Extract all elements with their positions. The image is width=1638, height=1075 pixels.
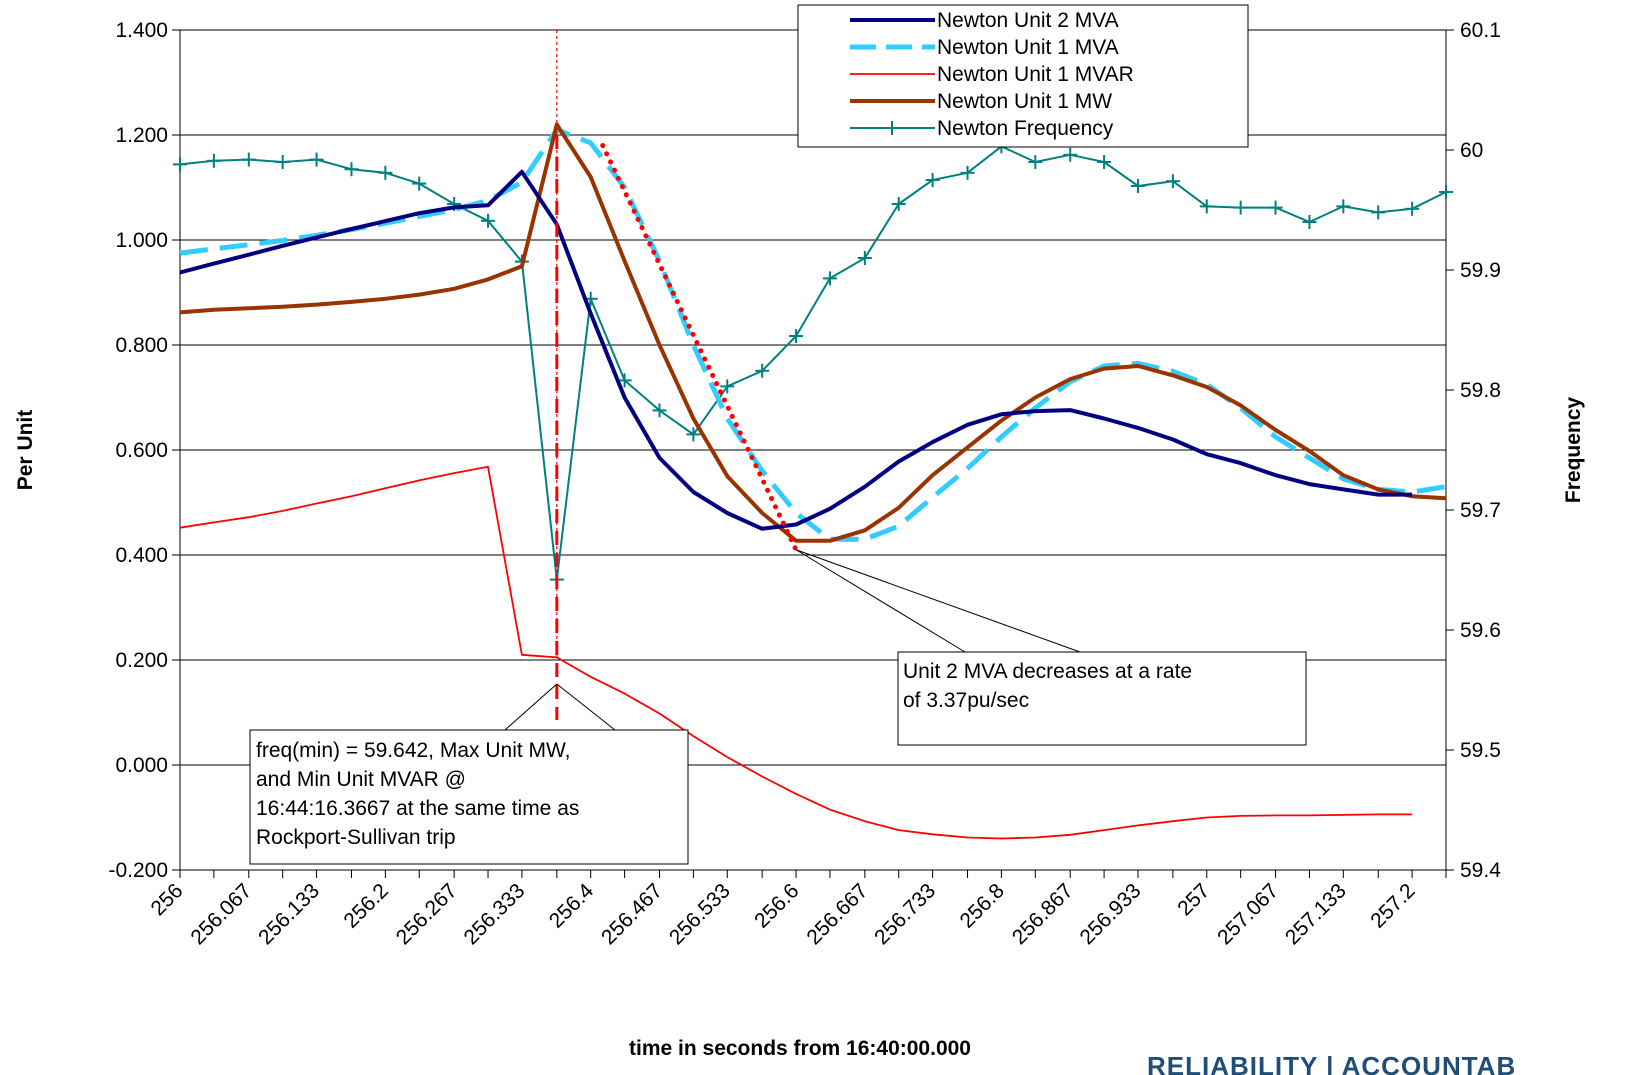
annotation-event-line: and Min Unit MVAR @ xyxy=(256,768,466,791)
y2-axis-title: Frequency xyxy=(1562,397,1585,504)
y-tick-label: 1.400 xyxy=(115,19,168,42)
legend-label-newton-frequency: Newton Frequency xyxy=(937,117,1114,140)
legend-label-newton-unit-1-mvar: Newton Unit 1 MVAR xyxy=(937,63,1134,86)
x-tick-label: 257 xyxy=(1173,879,1214,920)
y-tick-label: 1.200 xyxy=(115,124,168,147)
annotation-event-line: 16:44:16.3667 at the same time as xyxy=(256,797,579,820)
x-tick-label: 257.2 xyxy=(1366,879,1419,932)
x-tick-label: 256.2 xyxy=(339,879,392,932)
x-tick-label: 256.467 xyxy=(597,879,667,949)
x-tick-label: 257.067 xyxy=(1213,879,1283,949)
x-tick-label: 256.8 xyxy=(956,879,1009,932)
x-tick-label: 256.067 xyxy=(186,879,256,949)
y2-tick-label: 59.4 xyxy=(1460,859,1501,882)
x-tick-label: 256.4 xyxy=(545,879,599,933)
y-axis-right: 60.1 60 59.9 59.8 59.7 59.6 59.5 59.4 xyxy=(1446,19,1501,882)
x-tick-label: 256.267 xyxy=(392,879,462,949)
x-tick-label: 256.667 xyxy=(802,879,872,949)
annotation-event-box xyxy=(249,729,689,865)
y-axis-left: 1.400 1.200 1.000 0.800 0.600 0.400 0.200 0.000… xyxy=(108,19,180,882)
trend-dotted-line xyxy=(600,143,799,553)
x-tick-label: 256.933 xyxy=(1076,879,1146,949)
overlay-layer xyxy=(504,30,1081,731)
x-axis-title: time in seconds from 16:40:00.000 xyxy=(629,1037,971,1060)
annotation-event-line: Rockport-Sullivan trip xyxy=(256,826,456,849)
x-tick-label: 256.6 xyxy=(750,879,803,932)
x-tick-label: 256.533 xyxy=(665,879,735,949)
annotation-rate-box xyxy=(897,651,1307,746)
y2-tick-label: 59.5 xyxy=(1460,739,1501,762)
annotation-event: freq(min) = 59.642, Max Unit MW, and Min … xyxy=(249,729,689,865)
annotation-rate: Unit 2 MVA decreases at a rate of 3.37pu/… xyxy=(897,651,1307,746)
x-tick-label: 256.867 xyxy=(1008,879,1078,949)
legend-label-newton-unit-1-mw: Newton Unit 1 MW xyxy=(937,90,1112,113)
annotation-event-pointer-left xyxy=(504,683,558,731)
series-line-newton-unit-2-mva xyxy=(179,169,1413,531)
annotation-event-pointer-right xyxy=(556,683,616,731)
y-tick-label: 0.600 xyxy=(115,439,168,462)
y-tick-label: 0.200 xyxy=(115,649,168,672)
y2-tick-label: 59.9 xyxy=(1460,259,1501,282)
annotation-rate-line: Unit 2 MVA decreases at a rate xyxy=(903,660,1192,683)
x-tick-label: 256 xyxy=(146,879,187,920)
series-line-newton-unit-1-mva xyxy=(179,127,1447,542)
x-tick-label: 256.733 xyxy=(870,879,940,949)
series-line-newton-unit-1-mvar xyxy=(179,465,1413,840)
y-tick-label: -0.200 xyxy=(108,859,168,882)
y2-tick-label: 60 xyxy=(1460,139,1483,162)
annotation-rate-line: of 3.37pu/sec xyxy=(903,689,1029,712)
footer-brand: RELIABILITY | ACCOUNTAB xyxy=(1147,1051,1516,1075)
legend-label-newton-unit-2-mva: Newton Unit 2 MVA xyxy=(937,9,1119,32)
y-tick-label: 1.000 xyxy=(115,229,168,252)
legend: Newton Unit 2 MVA Newton Unit 1 MVA Newton… xyxy=(797,4,1249,148)
annotation-rate-pointer-right xyxy=(795,549,1081,653)
annotation-event-line: freq(min) = 59.642, Max Unit MW, xyxy=(256,739,571,762)
y-axis-title: Per Unit xyxy=(14,410,37,491)
annotation-rate-pointer-left xyxy=(795,549,966,653)
legend-box xyxy=(797,4,1249,148)
y-tick-label: 0.800 xyxy=(115,334,168,357)
y2-tick-label: 59.8 xyxy=(1460,379,1501,402)
x-tick-label: 256.333 xyxy=(459,879,529,949)
y2-tick-label: 59.7 xyxy=(1460,499,1501,522)
y-tick-label: 0.000 xyxy=(115,754,168,777)
x-tick-label: 256.133 xyxy=(254,879,324,949)
y-tick-label: 0.400 xyxy=(115,544,168,567)
y2-tick-label: 59.6 xyxy=(1460,619,1501,642)
x-tick-label: 257.133 xyxy=(1281,879,1351,949)
series-line-newton-unit-1-mw xyxy=(179,122,1447,543)
y2-tick-label: 60.1 xyxy=(1460,19,1501,42)
legend-label-newton-unit-1-mva: Newton Unit 1 MVA xyxy=(937,36,1119,59)
series-layer xyxy=(173,122,1453,840)
